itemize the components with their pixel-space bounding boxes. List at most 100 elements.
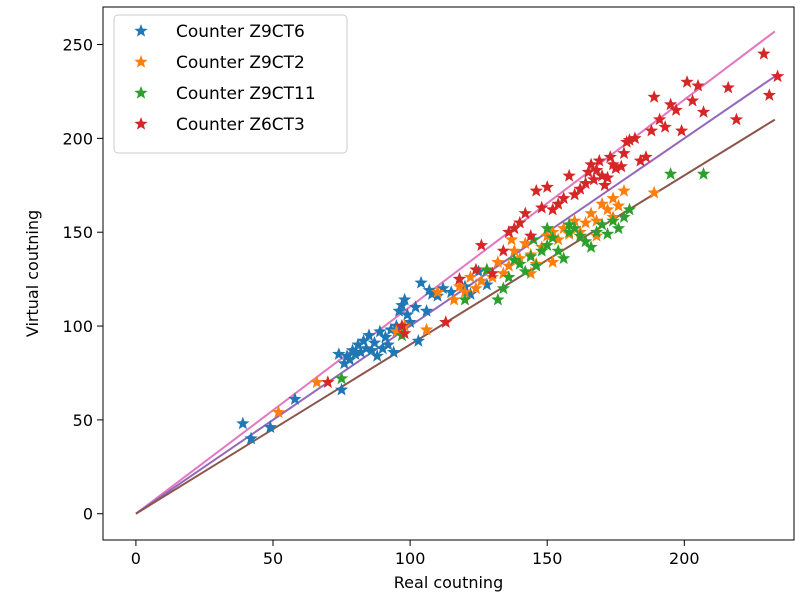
data-point <box>721 80 735 94</box>
data-point <box>691 78 705 92</box>
legend-marker <box>134 86 148 99</box>
legend: Counter Z9CT6 Counter Z9CT2 Counter Z9CT11… <box>113 14 348 154</box>
data-point <box>614 159 628 173</box>
data-point <box>496 281 510 295</box>
data-point <box>384 322 398 336</box>
data-point <box>502 225 516 238</box>
data-point <box>403 315 417 328</box>
data-point <box>425 287 439 300</box>
data-point <box>606 191 620 205</box>
data-point <box>617 183 631 197</box>
data-point <box>378 330 393 343</box>
y-tick-label: 150 <box>62 223 93 242</box>
data-point <box>397 326 412 340</box>
data-point <box>617 210 631 223</box>
data-point <box>452 279 467 293</box>
data-point <box>496 266 510 280</box>
data-point <box>589 228 604 242</box>
data-point <box>362 328 376 342</box>
data-point <box>598 178 612 191</box>
data-point <box>762 88 776 101</box>
legend-label: Counter Z9CT6 <box>176 22 305 42</box>
data-point <box>348 347 362 360</box>
data-point <box>578 234 593 248</box>
data-point <box>263 420 277 434</box>
data-point <box>370 349 384 362</box>
data-point <box>474 274 489 287</box>
data-point <box>310 375 324 389</box>
data-point <box>652 112 667 126</box>
data-point <box>562 168 576 182</box>
data-point <box>469 281 483 295</box>
fit-line-3 <box>135 118 776 515</box>
data-point <box>600 202 615 216</box>
data-point <box>600 227 615 240</box>
data-point <box>639 150 653 163</box>
data-point <box>513 215 527 229</box>
y-tick-label: 50 <box>73 411 93 430</box>
data-point <box>578 176 593 190</box>
legend-label: Counter Z6CT3 <box>176 115 305 135</box>
data-point <box>622 202 637 216</box>
data-point <box>392 304 406 317</box>
data-point <box>351 337 365 351</box>
data-point <box>573 182 587 195</box>
data-point <box>595 197 609 210</box>
data-point <box>562 217 576 231</box>
data-point <box>414 275 428 289</box>
data-point <box>611 198 626 212</box>
data-point <box>644 123 659 137</box>
data-point <box>685 93 700 107</box>
data-point <box>524 249 538 263</box>
data-point <box>567 213 582 227</box>
data-point <box>507 221 521 235</box>
data-point <box>557 221 571 235</box>
fit-lines <box>135 30 776 515</box>
data-point <box>458 292 472 306</box>
legend-label: Counter Z9CT11 <box>176 84 316 104</box>
data-point <box>622 133 637 146</box>
data-point <box>444 285 458 298</box>
fit-line-1 <box>135 30 776 515</box>
data-point <box>603 150 617 163</box>
data-point <box>343 352 357 366</box>
x-axis-ticks: 0 50 100 150 200 <box>131 540 700 568</box>
data-point <box>567 187 582 201</box>
data-point <box>334 382 349 396</box>
data-point <box>381 337 395 351</box>
data-point <box>551 232 565 246</box>
data-point <box>419 322 434 336</box>
data-point <box>485 266 500 280</box>
data-point <box>529 258 543 272</box>
data-point <box>546 255 560 268</box>
x-tick-label: 150 <box>532 549 563 568</box>
data-point <box>332 347 346 360</box>
data-point <box>496 243 510 257</box>
data-point <box>628 131 642 145</box>
legend-label: Counter Z9CT2 <box>176 53 305 73</box>
data-point <box>595 168 609 182</box>
x-tick-label: 200 <box>669 549 700 568</box>
data-point <box>611 221 626 235</box>
data-point <box>600 170 615 184</box>
data-point <box>546 230 560 244</box>
data-point <box>658 120 672 133</box>
data-point <box>587 172 601 186</box>
data-point <box>595 217 609 231</box>
data-point <box>507 243 521 257</box>
plot-frame <box>102 6 795 541</box>
data-point <box>430 285 445 298</box>
data-point <box>395 298 409 312</box>
y-axis-ticks: 0 50 100 150 200 250 <box>62 36 103 524</box>
data-point <box>669 103 683 116</box>
data-point <box>439 315 453 328</box>
data-point <box>502 270 516 283</box>
y-tick-label: 100 <box>62 317 93 336</box>
data-point <box>663 97 678 111</box>
data-point <box>400 307 415 321</box>
data-point <box>518 264 532 278</box>
data-point <box>546 202 560 216</box>
data-point <box>389 324 404 338</box>
